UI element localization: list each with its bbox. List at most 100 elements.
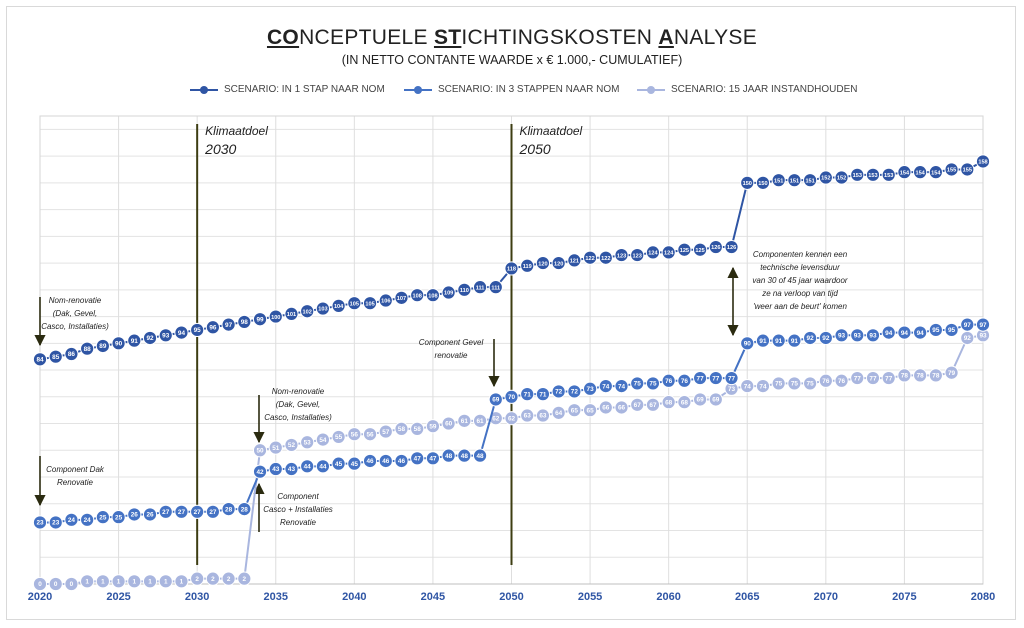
- data-label: 109: [444, 291, 453, 297]
- data-point: [158, 504, 173, 519]
- data-label: 154: [915, 170, 925, 176]
- data-label: 47: [429, 456, 437, 463]
- data-point: [142, 574, 158, 589]
- data-label: 76: [665, 378, 673, 385]
- data-point: [48, 349, 63, 364]
- data-label: 28: [225, 506, 233, 513]
- data-point: [394, 421, 409, 436]
- data-point: [457, 413, 472, 428]
- data-point: [850, 167, 865, 182]
- data-point: [221, 571, 236, 586]
- data-label: 78: [932, 373, 940, 380]
- data-point: [205, 571, 220, 586]
- data-point: [928, 368, 943, 383]
- data-point: [237, 571, 252, 586]
- data-label: 97: [225, 322, 233, 329]
- data-label: 90: [744, 341, 752, 348]
- data-label: 48: [445, 453, 453, 460]
- data-label: 72: [571, 389, 579, 396]
- data-point: [834, 373, 849, 388]
- data-point: [472, 280, 488, 295]
- data-label: 92: [964, 335, 972, 342]
- data-label: 108: [428, 293, 437, 299]
- data-label: 50: [256, 447, 264, 454]
- annotation-text: Renovatie: [280, 518, 317, 527]
- data-point: [787, 173, 802, 188]
- data-point: [457, 282, 472, 297]
- data-point: [881, 370, 896, 386]
- x-tick-label: 2070: [814, 591, 838, 603]
- data-point: [645, 245, 661, 260]
- data-label: 89: [99, 343, 107, 350]
- data-point: [630, 397, 645, 412]
- data-point: [284, 461, 299, 477]
- x-tick-label: 2075: [892, 591, 916, 603]
- data-point: [190, 322, 205, 338]
- data-point: [441, 448, 456, 463]
- data-point: [693, 242, 708, 257]
- data-point: [661, 245, 676, 260]
- data-label: 97: [964, 322, 972, 329]
- data-label: 120: [538, 261, 547, 267]
- data-label: 96: [209, 324, 217, 331]
- data-label: 91: [791, 338, 799, 345]
- data-point: [897, 325, 912, 340]
- data-point: [645, 397, 661, 412]
- data-label: 125: [680, 248, 689, 254]
- data-label: 125: [695, 248, 704, 254]
- data-label: 124: [664, 251, 674, 257]
- data-point: [865, 167, 881, 182]
- data-point: [677, 373, 692, 388]
- data-label: 75: [791, 381, 799, 388]
- data-point: [693, 392, 708, 407]
- annotation-text: renovatie: [435, 351, 468, 360]
- annotation-text: ze na verloop van tijd: [761, 289, 838, 298]
- data-point: [551, 255, 566, 271]
- data-label: 73: [587, 386, 595, 393]
- data-point: [331, 456, 346, 471]
- data-point: [865, 370, 881, 386]
- data-point: [771, 333, 786, 348]
- annotation-text: Component: [277, 492, 319, 501]
- annotation-text: Casco + Installaties: [263, 505, 333, 514]
- data-point: [158, 574, 173, 589]
- data-label: 94: [178, 330, 186, 337]
- data-point: [645, 376, 661, 391]
- data-point: [362, 296, 378, 311]
- data-label: 74: [744, 383, 752, 390]
- data-label: 100: [271, 315, 280, 321]
- data-label: 85: [52, 354, 60, 361]
- data-point: [347, 427, 362, 442]
- data-point: [111, 574, 126, 589]
- data-label: 0: [38, 581, 42, 588]
- data-point: [897, 165, 912, 180]
- data-point: [48, 515, 63, 530]
- data-point: [32, 576, 48, 592]
- data-label: 64: [555, 410, 563, 417]
- data-label: 93: [162, 332, 170, 339]
- data-label: 46: [398, 458, 406, 465]
- data-label: 68: [665, 399, 673, 406]
- data-label: 71: [539, 391, 547, 398]
- data-point: [630, 247, 645, 263]
- data-point: [300, 435, 315, 450]
- data-point: [252, 464, 268, 479]
- data-label: 51: [272, 445, 280, 452]
- x-tick-label: 2025: [106, 591, 130, 603]
- chart-title: CONCEPTUELE STICHTINGSKOSTEN ANALYSE: [0, 26, 1024, 50]
- data-label: 151: [805, 178, 814, 184]
- data-point: [378, 453, 393, 469]
- data-label: 120: [554, 261, 563, 267]
- data-point: [237, 502, 252, 517]
- data-point: [331, 298, 346, 313]
- data-point: [252, 443, 268, 458]
- data-label: 122: [585, 256, 594, 262]
- data-point: [142, 330, 158, 346]
- data-label: 23: [36, 520, 44, 527]
- annotation-text: Componenten kennen een: [753, 250, 848, 259]
- data-label: 44: [304, 464, 312, 471]
- data-label: 123: [617, 253, 626, 259]
- data-label: 118: [507, 267, 516, 273]
- data-label: 59: [429, 423, 437, 430]
